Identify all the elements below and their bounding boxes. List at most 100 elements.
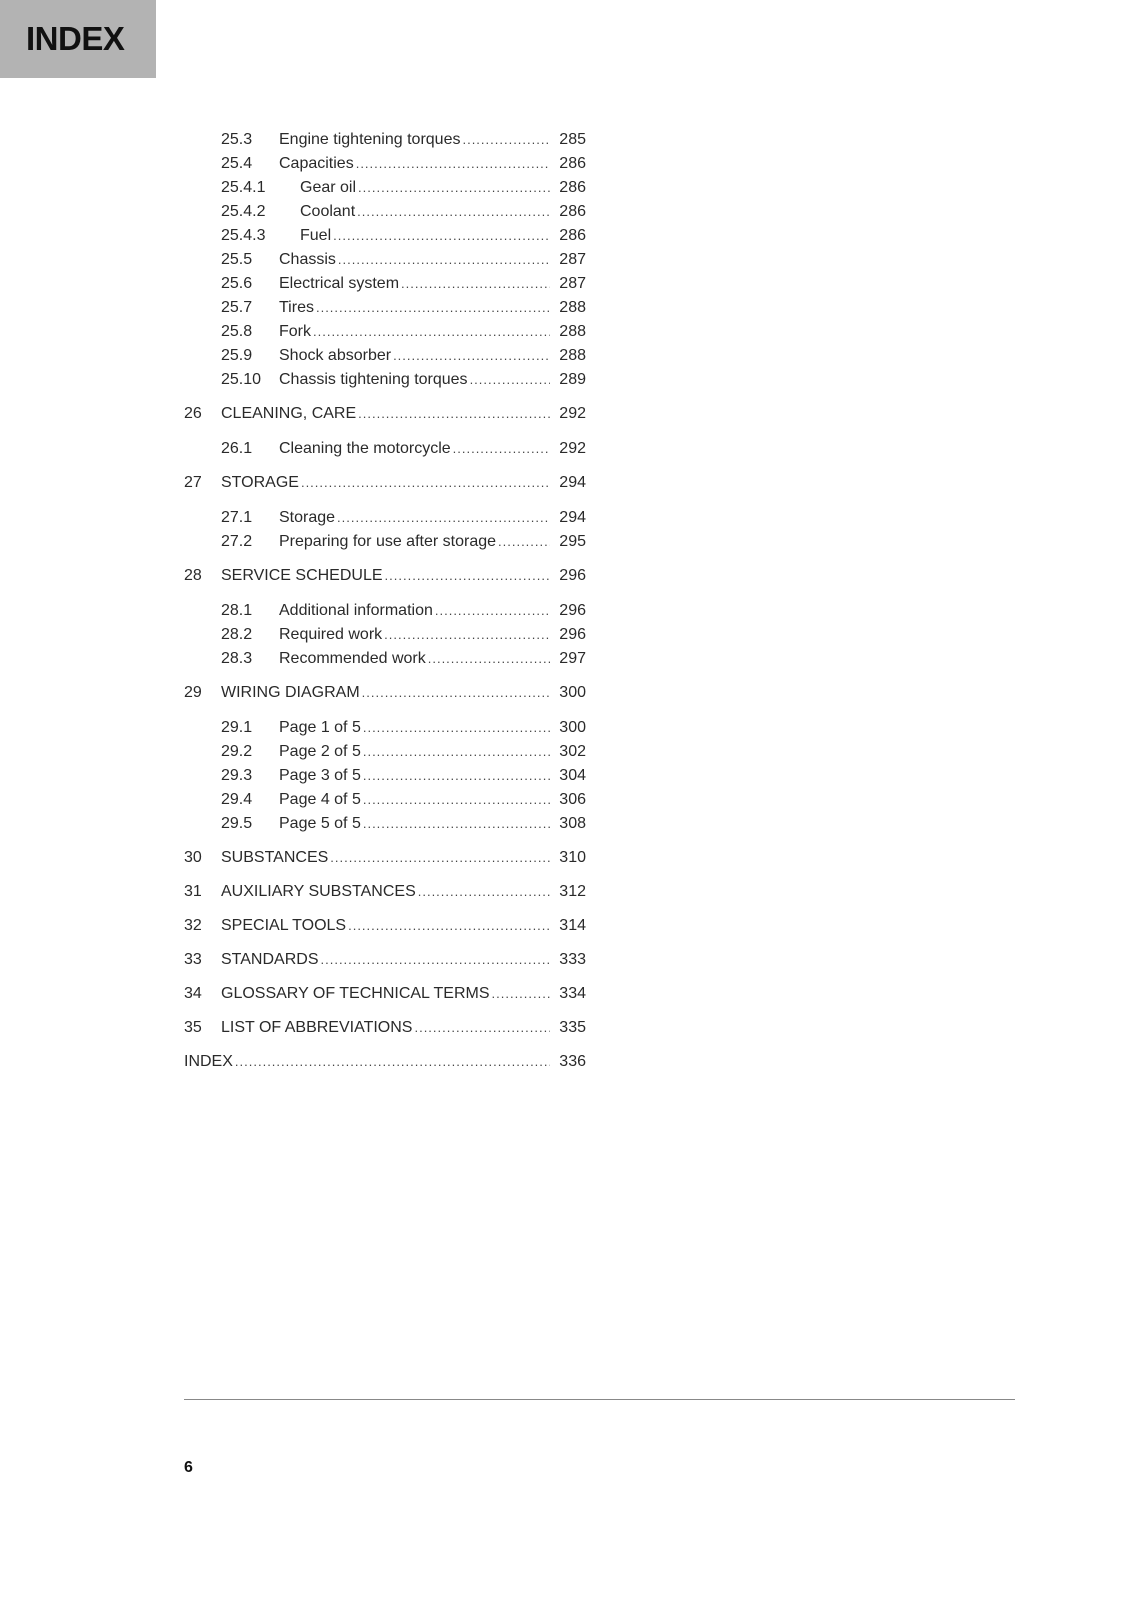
toc-entry[interactable]: 25.4.2 Coolant...........................…	[184, 200, 586, 224]
toc-entry[interactable]: INDEX...................................…	[184, 1050, 586, 1074]
toc-entry[interactable]: 25.6 Electrical system...................…	[184, 272, 586, 296]
toc-entry-page: 308	[559, 815, 586, 832]
toc-entry-page: 288	[559, 347, 586, 364]
toc-entry[interactable]: 30 SUBSTANCES............................…	[184, 846, 586, 870]
toc-entry[interactable]: 25.4.3 Fuel..............................…	[184, 224, 586, 248]
toc-entry-title: Chassis tightening torques	[279, 371, 468, 388]
dot-leader: ........................................…	[362, 768, 550, 783]
toc-entry[interactable]: 28.1 Additional information..............…	[184, 599, 586, 623]
toc-entry[interactable]: 25.8 Fork................................…	[184, 320, 586, 344]
toc-entry-title: Fork	[279, 323, 311, 340]
toc-entry-page: 286	[559, 203, 586, 220]
toc-entry[interactable]: 29.1 Page 1 of 5.........................…	[184, 716, 586, 740]
toc-entry-page: 288	[559, 323, 586, 340]
toc-entry-title: Cleaning the motorcycle	[279, 440, 451, 457]
dot-leader: ........................................…	[358, 180, 550, 195]
toc-entry-number: 25.4.1	[221, 179, 266, 196]
toc-entry[interactable]: 26 CLEANING, CARE........................…	[184, 402, 586, 426]
toc-entry-number: 26	[184, 405, 202, 422]
dot-leader: ........................................…	[362, 744, 550, 759]
dot-leader: ........................................…	[337, 510, 550, 525]
toc-entry[interactable]: 26.1 Cleaning the motorcycle.............…	[184, 437, 586, 461]
dot-leader: ........................................…	[362, 792, 550, 807]
dot-leader: ........................................…	[491, 986, 550, 1001]
toc-entry-title: Shock absorber	[279, 347, 392, 364]
dot-leader: ........................................…	[417, 884, 550, 899]
toc-entry-title: LIST OF ABBREVIATIONS	[221, 1019, 413, 1036]
toc-entry[interactable]: 29.4 Page 4 of 5.........................…	[184, 788, 586, 812]
toc-entry-number: 34	[184, 985, 202, 1002]
toc-entry-title: Required work	[279, 626, 383, 643]
toc-entry-number: 28	[184, 567, 202, 584]
toc-entry[interactable]: 32 SPECIAL TOOLS.........................…	[184, 914, 586, 938]
toc-entry-title: STANDARDS	[221, 951, 319, 968]
toc-entry-page: 287	[559, 275, 586, 292]
toc-entry-page: 286	[559, 155, 586, 172]
dot-leader: ........................................…	[330, 850, 550, 865]
toc-entry-page: 294	[559, 474, 586, 491]
toc-entry[interactable]: 29.3 Page 3 of 5.........................…	[184, 764, 586, 788]
toc-entry-title: Additional information	[279, 602, 433, 619]
toc-entry[interactable]: 28 SERVICE SCHEDULE......................…	[184, 564, 586, 588]
toc-entry-page: 334	[559, 985, 586, 1002]
toc-entry[interactable]: 35 LIST OF ABBREVIATIONS.................…	[184, 1016, 586, 1040]
toc-entry[interactable]: 25.3 Engine tightening torques...........…	[184, 128, 586, 152]
toc-entry[interactable]: 33 STANDARDS.............................…	[184, 948, 586, 972]
toc-entry-page: 292	[559, 440, 586, 457]
toc-entry-number: 33	[184, 951, 202, 968]
toc-entry[interactable]: 27 STORAGE...............................…	[184, 471, 586, 495]
toc-entry[interactable]: 29.2 Page 2 of 5.........................…	[184, 740, 586, 764]
toc-entry-title: Recommended work	[279, 650, 426, 667]
toc-entry-number: 28.2	[221, 626, 253, 643]
toc-entry-number: 30	[184, 849, 202, 866]
dot-leader: ........................................…	[362, 720, 550, 735]
dot-leader: ........................................…	[462, 132, 550, 147]
toc-entry-page: 295	[559, 533, 586, 550]
toc-entry-page: 314	[559, 917, 586, 934]
toc-entry[interactable]: 27.2 Preparing for use after storage.....…	[184, 530, 586, 554]
toc-entry-number: 27	[184, 474, 202, 491]
toc-entry-number: 29	[184, 684, 202, 701]
dot-leader: ........................................…	[361, 685, 550, 700]
toc-entry-title: SERVICE SCHEDULE	[221, 567, 383, 584]
toc-entry[interactable]: 25.5 Chassis.............................…	[184, 248, 586, 272]
toc-entry-title: Page 5 of 5	[279, 815, 361, 832]
dot-leader: ........................................…	[362, 816, 550, 831]
toc-entry-number: 26.1	[221, 440, 253, 457]
toc-entry-page: 304	[559, 767, 586, 784]
toc-entry-title: Chassis	[279, 251, 336, 268]
dot-leader: ........................................…	[414, 1020, 550, 1035]
dot-leader: ........................................…	[498, 534, 550, 549]
toc-entry-page: 296	[559, 626, 586, 643]
toc-entry-title: Page 2 of 5	[279, 743, 361, 760]
toc-entry[interactable]: 34 GLOSSARY OF TECHNICAL TERMS...........…	[184, 982, 586, 1006]
toc-entry[interactable]: 27.1 Storage.............................…	[184, 506, 586, 530]
toc-entry[interactable]: 29.5 Page 5 of 5.........................…	[184, 812, 586, 836]
dot-leader: ........................................…	[427, 651, 550, 666]
toc-entry-title: Coolant	[300, 203, 356, 220]
toc-entry[interactable]: 25.7 Tires...............................…	[184, 296, 586, 320]
dot-leader: ........................................…	[313, 324, 550, 339]
dot-leader: ........................................…	[333, 228, 550, 243]
toc-entry-title: INDEX	[184, 1053, 233, 1070]
toc-entry[interactable]: 25.4 Capacities..........................…	[184, 152, 586, 176]
toc-entry-number: 25.8	[221, 323, 253, 340]
toc-entry[interactable]: 28.2 Required work.......................…	[184, 623, 586, 647]
toc-entry[interactable]: 29 WIRING DIAGRAM........................…	[184, 681, 586, 705]
dot-leader: ........................................…	[401, 276, 550, 291]
toc-entry-number: 27.1	[221, 509, 253, 526]
toc-entry[interactable]: 25.9 Shock absorber......................…	[184, 344, 586, 368]
toc-entry-page: 335	[559, 1019, 586, 1036]
toc-entry-page: 292	[559, 405, 586, 422]
toc-entry-page: 297	[559, 650, 586, 667]
toc-entry[interactable]: 28.3 Recommended work....................…	[184, 647, 586, 671]
toc-entry[interactable]: 25.10 Chassis tightening torques.........…	[184, 368, 586, 392]
toc-entry[interactable]: 31 AUXILIARY SUBSTANCES..................…	[184, 880, 586, 904]
toc-entry-number: 29.1	[221, 719, 253, 736]
toc-entry-page: 296	[559, 567, 586, 584]
dot-leader: ........................................…	[348, 918, 550, 933]
toc-entry-number: 25.3	[221, 131, 253, 148]
toc-entry[interactable]: 25.4.1 Gear oil..........................…	[184, 176, 586, 200]
toc-entry-number: 25.4.3	[221, 227, 266, 244]
dot-leader: ........................................…	[355, 156, 550, 171]
